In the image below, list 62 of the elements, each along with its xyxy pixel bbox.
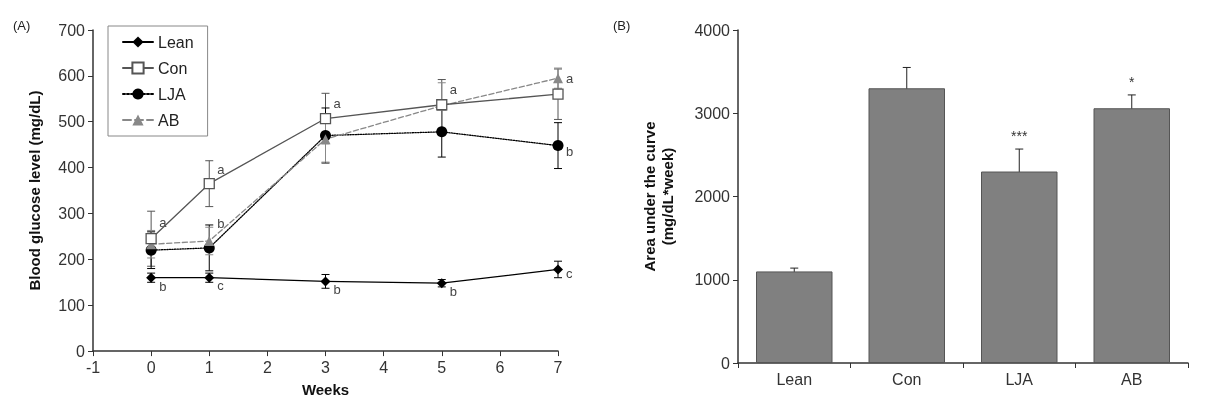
point xyxy=(145,233,157,245)
y-tick-label: 300 xyxy=(58,204,86,222)
x-tick-label: 0 xyxy=(146,358,156,376)
x-tick-label: 4 xyxy=(379,358,389,376)
annotation: b xyxy=(566,144,574,160)
point xyxy=(203,178,215,190)
x-tick-label: 5 xyxy=(437,358,447,376)
x-tick-label: -1 xyxy=(85,358,101,376)
annotation: a xyxy=(333,95,342,111)
legend-label: LJA xyxy=(158,85,186,103)
bar xyxy=(1093,108,1170,363)
point xyxy=(553,264,563,275)
x-tick-label: Lean xyxy=(776,370,813,388)
legend-label: Lean xyxy=(158,33,194,51)
point xyxy=(552,140,564,152)
annotation: b xyxy=(217,216,225,232)
x-tick-label: 3 xyxy=(321,358,331,376)
annotation: * xyxy=(1129,73,1136,90)
annotation: c xyxy=(566,265,573,281)
point xyxy=(320,134,331,145)
annotation: a xyxy=(449,82,458,98)
point xyxy=(204,236,215,247)
y-tick-label: 4000 xyxy=(694,21,731,39)
y-tick-label: 700 xyxy=(58,21,86,39)
annotation: *** xyxy=(1011,128,1028,145)
y-tick-label: 0 xyxy=(76,342,86,360)
point xyxy=(552,88,564,100)
y-tick-label: 600 xyxy=(58,67,86,85)
bar xyxy=(981,171,1058,363)
y-axis-title: Area under the curve (mg/dL*week) xyxy=(640,121,676,272)
legend-label: Con xyxy=(158,59,188,77)
y-tick-label: 100 xyxy=(58,296,86,314)
y-tick-label: 2000 xyxy=(694,188,731,205)
bar xyxy=(756,271,833,363)
y-tick-label: 3000 xyxy=(694,104,731,122)
x-tick-label: 6 xyxy=(495,358,505,376)
annotation: b xyxy=(159,279,167,295)
annotation: b xyxy=(333,282,341,298)
bar xyxy=(868,88,945,363)
annotation: b xyxy=(449,283,457,299)
point xyxy=(319,112,332,125)
y-tick-label: 200 xyxy=(58,250,86,268)
legend-label: AB xyxy=(158,111,180,129)
x-tick-label: AB xyxy=(1121,370,1143,388)
chart-title: (A) xyxy=(13,18,31,33)
annotation: a xyxy=(159,215,168,231)
x-tick-label: 1 xyxy=(204,358,214,376)
annotation: c xyxy=(217,278,225,294)
point xyxy=(553,73,563,84)
y-axis-title: Blood glucose level (mg/dL) xyxy=(25,90,43,291)
annotation: a xyxy=(217,162,226,178)
y-tick-label: 1000 xyxy=(694,271,731,289)
x-tick-label: 2 xyxy=(262,358,272,376)
x-tick-label: 7 xyxy=(553,358,563,376)
x-tick-label: Con xyxy=(892,370,922,388)
y-tick-label: 400 xyxy=(58,159,86,177)
text: (B) xyxy=(613,18,631,33)
y-tick-label: 500 xyxy=(58,113,86,131)
x-axis-title: Weeks xyxy=(301,380,350,398)
annotation: a xyxy=(566,70,574,86)
point xyxy=(436,126,448,138)
x-tick-label: LJA xyxy=(1005,370,1034,388)
